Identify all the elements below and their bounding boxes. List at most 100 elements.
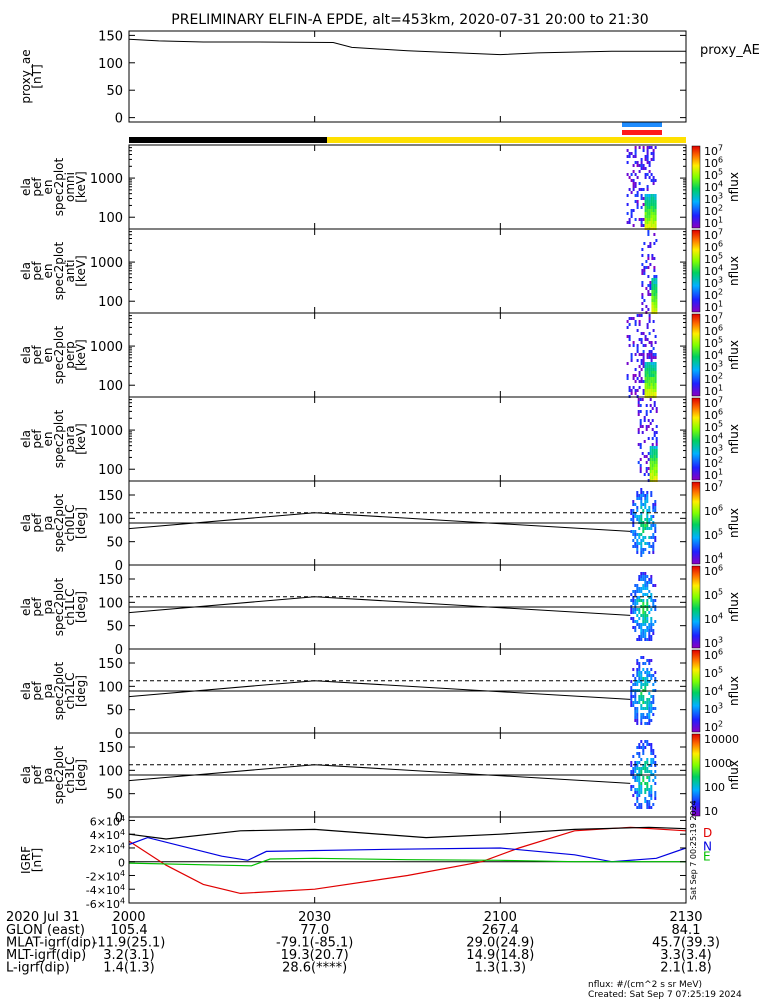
pitch-angle-cell bbox=[646, 638, 649, 641]
pitch-angle-cell bbox=[648, 680, 651, 683]
pitch-angle-cell bbox=[638, 635, 641, 638]
spectrogram-cell bbox=[640, 314, 643, 317]
spectrogram-cell bbox=[649, 410, 652, 413]
spectrogram-cell bbox=[653, 278, 656, 281]
panel-frame bbox=[128, 816, 687, 904]
pitch-angle-cell bbox=[644, 500, 647, 503]
spectrogram-cell bbox=[650, 179, 653, 182]
pitch-angle-cell bbox=[638, 578, 641, 581]
pitch-angle-cell bbox=[648, 545, 651, 548]
spectrogram-cell bbox=[643, 419, 646, 422]
pitch-angle-cell bbox=[652, 536, 655, 539]
spectrogram-cell bbox=[648, 353, 651, 356]
pitch-angle-cell bbox=[650, 635, 653, 638]
spectrogram-cell bbox=[655, 302, 658, 305]
igrf-F-line bbox=[128, 826, 687, 840]
pitch-angle-cell bbox=[640, 599, 643, 602]
spectrogram-cell bbox=[651, 428, 654, 431]
pitch-angle-cell bbox=[636, 494, 639, 497]
spectrogram-cell bbox=[653, 401, 656, 404]
ephemeris-value: -79.1(-85.1) bbox=[276, 936, 353, 951]
colorbar-label: nflux bbox=[727, 172, 741, 202]
pitch-angle-cell bbox=[648, 722, 651, 725]
spectrogram-cell bbox=[626, 335, 629, 338]
spectrogram-cell bbox=[632, 155, 635, 158]
pitch-angle-cell bbox=[638, 494, 641, 497]
pitch-angle-cell bbox=[640, 788, 643, 791]
pitch-angle-cell bbox=[646, 698, 649, 701]
pitch-angle-cell bbox=[634, 803, 637, 806]
spectrogram-cell bbox=[626, 377, 629, 380]
pitch-angle-cell bbox=[632, 518, 635, 521]
spectrogram-cell bbox=[644, 209, 647, 212]
pitch-angle-cell bbox=[634, 503, 637, 506]
pitch-angle-cell bbox=[638, 674, 641, 677]
colorbar-label: nflux bbox=[727, 340, 741, 370]
colorbar-tick-label: 107 bbox=[704, 396, 723, 410]
pitch-angle-cell bbox=[642, 530, 645, 533]
pitch-angle-cell bbox=[652, 524, 655, 527]
y-axis-label: ch0LC bbox=[63, 505, 77, 542]
pitch-angle-cell bbox=[640, 713, 643, 716]
spectrogram-cell bbox=[652, 206, 655, 209]
y-tick-label: 100 bbox=[98, 764, 123, 779]
spectrogram-cell bbox=[648, 170, 651, 173]
colorbar-tick-label: 101 bbox=[704, 216, 723, 230]
pitch-angle-cell bbox=[644, 686, 647, 689]
spectrogram-cell bbox=[655, 437, 658, 440]
pitch-angle-cell bbox=[654, 761, 657, 764]
y-axis-label: IGRF bbox=[19, 846, 33, 874]
spectrogram-cell bbox=[645, 410, 648, 413]
spectrogram-cell bbox=[650, 389, 653, 392]
pitch-angle-cell bbox=[652, 761, 655, 764]
spectrogram-cell bbox=[632, 209, 635, 212]
y-axis-label: [keV] bbox=[74, 255, 88, 286]
pitch-angle-cell bbox=[646, 608, 649, 611]
pitch-angle-cell bbox=[644, 581, 647, 584]
colorbar-label: nflux bbox=[727, 508, 741, 538]
spectrogram-cell bbox=[653, 446, 656, 449]
spectrogram-cell bbox=[651, 452, 654, 455]
spectrogram-cell bbox=[650, 383, 653, 386]
spectrogram-cell bbox=[636, 359, 639, 362]
pitch-angle-cell bbox=[636, 719, 639, 722]
spectrogram-cell bbox=[646, 155, 649, 158]
spectrogram-cell bbox=[642, 146, 645, 149]
spectrogram-cell bbox=[641, 248, 644, 251]
spectrogram-cell bbox=[645, 260, 648, 263]
pitch-angle-cell bbox=[630, 680, 633, 683]
pitch-angle-cell bbox=[654, 620, 657, 623]
spectrogram-cell bbox=[650, 371, 653, 374]
spectrogram-cell bbox=[650, 194, 653, 197]
spectrogram-cell bbox=[644, 167, 647, 170]
colorbar-tick-label: 103 bbox=[704, 360, 723, 374]
spectrogram-cell bbox=[643, 269, 646, 272]
spectrogram-cell bbox=[650, 350, 653, 353]
spectrogram-cell bbox=[639, 446, 642, 449]
pitch-angle-cell bbox=[638, 542, 641, 545]
spectrogram-cell bbox=[626, 194, 629, 197]
pitch-angle-cell bbox=[640, 548, 643, 551]
spectrogram-cell bbox=[655, 296, 658, 299]
spectrogram-cell bbox=[649, 449, 652, 452]
spectrogram-cell bbox=[640, 338, 643, 341]
y-axis-label: pa bbox=[41, 768, 55, 783]
pitch-angle-cell bbox=[652, 623, 655, 626]
pitch-angle-cell bbox=[642, 749, 645, 752]
pitch-angle-cell bbox=[652, 533, 655, 536]
spectrogram-cell bbox=[652, 329, 655, 332]
spectrogram-cell bbox=[634, 185, 637, 188]
pitch-angle-cell bbox=[636, 794, 639, 797]
pitch-angle-cell bbox=[634, 767, 637, 770]
panel-ch0LC: 150100500elapefpaspec2plotch0LC[deg]1071… bbox=[19, 480, 741, 574]
pitch-angle-cell bbox=[640, 782, 643, 785]
spectrogram-cell bbox=[653, 299, 656, 302]
loss-cone-curve bbox=[128, 596, 631, 616]
y-tick-label: 100 bbox=[98, 379, 123, 394]
spectrogram-cell bbox=[636, 314, 639, 317]
colorbar-tick-label: 106 bbox=[704, 240, 723, 254]
pitch-angle-cell bbox=[644, 788, 647, 791]
spectrogram-cell bbox=[638, 338, 641, 341]
spectrogram-cell bbox=[628, 338, 631, 341]
